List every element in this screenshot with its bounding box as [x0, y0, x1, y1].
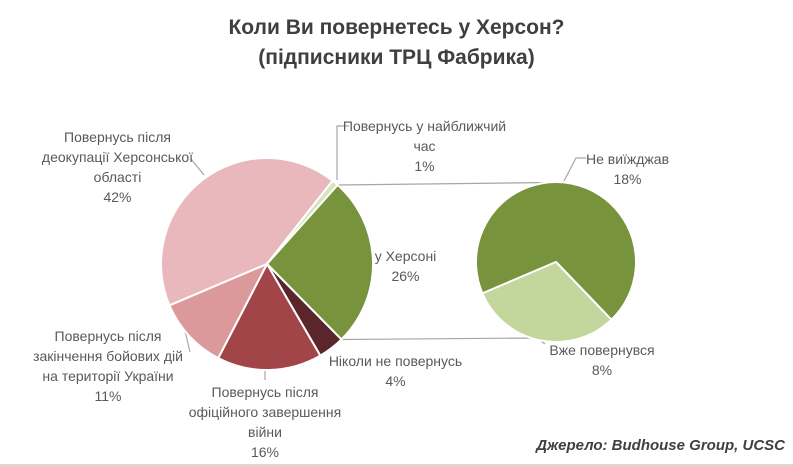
label-return-soon-1: Повернусь у найближчий час 1%	[342, 118, 507, 175]
label-not-left-18: Не виїжджав 18%	[585, 151, 670, 188]
label-deoccupation-42: Повернусь після деокупації Херсонської о…	[41, 129, 194, 206]
pie-slice-18pct	[475, 181, 637, 321]
label-in-kherson-26: у Херсоні 26%	[374, 248, 437, 285]
label-already-returned-8: Вже повернувся 8%	[549, 342, 655, 379]
pie-slice-8pct	[481, 261, 613, 343]
chart-title: Коли Ви повернетесь у Херсон? (підписник…	[228, 16, 565, 69]
label-leader-line	[184, 330, 191, 353]
label-never-return-4: Ніколи не повернусь 4%	[328, 353, 463, 390]
pie-slice-26pct	[266, 183, 374, 341]
bottom-divider	[0, 464, 793, 466]
source-credit: Джерело: Budhouse Group, UCSC	[536, 437, 785, 454]
series-connector-line	[341, 337, 546, 345]
label-leader-line	[190, 158, 205, 176]
pie-slice-42pct	[160, 157, 334, 307]
pie-slice-16pct	[217, 263, 322, 371]
label-leader-line	[563, 157, 586, 182]
label-leader-line	[336, 125, 349, 180]
label-after-war-end-16: Повернусь після офіційного завершення ві…	[188, 384, 342, 461]
label-after-hostilities-11: Повернусь після закінчення бойових дій н…	[33, 328, 183, 405]
pie-slice-11pct	[168, 263, 268, 360]
main-pie	[160, 157, 374, 371]
secondary-pie	[475, 181, 637, 343]
series-connector-line	[337, 181, 552, 186]
